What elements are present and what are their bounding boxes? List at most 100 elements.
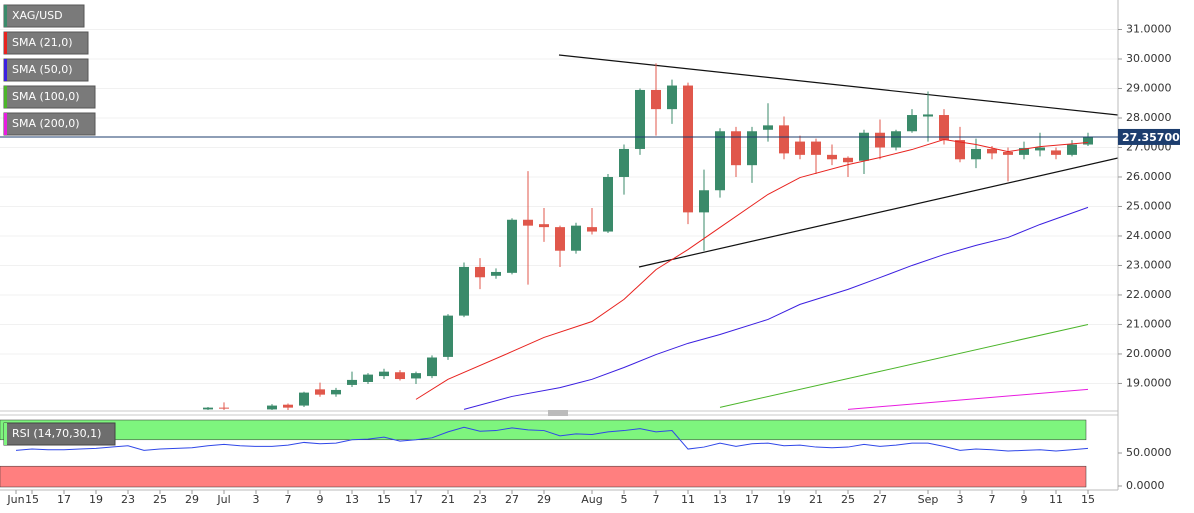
candle-body <box>395 372 405 380</box>
x-tick-label: 17 <box>57 493 71 506</box>
x-tick-label: 25 <box>153 493 167 506</box>
rsi-plot <box>0 419 1089 488</box>
legend-swatch <box>4 113 7 135</box>
legend-swatch <box>4 423 7 445</box>
x-tick-label: 7 <box>989 493 996 506</box>
candle-body <box>219 407 229 409</box>
trend-line-upper <box>558 54 1118 116</box>
overlay: 19.0000 20.0000 21.0000 22.0000 23.0000 24.00… <box>0 4 1180 506</box>
x-tick-label: 13 <box>345 493 359 506</box>
x-tick-label: Jul <box>216 493 230 506</box>
x-tick-label: 29 <box>537 493 551 506</box>
legend-label: SMA (50,0) <box>12 63 73 76</box>
candle-body <box>875 132 885 148</box>
legend-swatch <box>4 86 7 108</box>
candle-body <box>1019 148 1029 155</box>
x-tick-label: 15 <box>1081 493 1095 506</box>
trend-line-lower <box>638 157 1118 268</box>
candle-body <box>1051 150 1061 155</box>
x-tick-label: 15 <box>25 493 39 506</box>
legend-item[interactable]: SMA (200,0) <box>3 112 96 136</box>
candle-body <box>1067 144 1077 155</box>
candle-body <box>1035 147 1045 151</box>
y-tick-label: 31.0000 <box>1126 22 1172 35</box>
candle-body <box>747 131 757 166</box>
candle-body <box>315 389 325 395</box>
candle-body <box>1083 136 1093 145</box>
x-tick-label: 7 <box>653 493 660 506</box>
candle-body <box>363 374 373 382</box>
x-tick-label: 27 <box>873 493 887 506</box>
x-tick-label: 27 <box>505 493 519 506</box>
candle-body <box>267 405 277 410</box>
candle-body <box>827 154 837 160</box>
x-tick-label: 25 <box>841 493 855 506</box>
legend-item[interactable]: SMA (50,0) <box>3 58 89 82</box>
x-tick-label: 5 <box>621 493 628 506</box>
y-tick-label: 24.0000 <box>1126 229 1172 242</box>
legend-label: XAG/USD <box>12 9 63 22</box>
candle-body <box>651 89 661 110</box>
candle-body <box>939 115 949 141</box>
y-tick-label: 20.0000 <box>1126 347 1172 360</box>
x-tick-label: 23 <box>473 493 487 506</box>
x-tick-label: 23 <box>121 493 135 506</box>
candle-body <box>411 373 421 379</box>
candle-body <box>587 227 597 232</box>
candle-body <box>987 148 997 154</box>
y-tick-label: 30.0000 <box>1126 52 1172 65</box>
legend-item[interactable]: XAG/USD <box>3 4 85 28</box>
legend-item[interactable]: SMA (21,0) <box>3 31 89 55</box>
rsi-overbought-band <box>0 419 1087 441</box>
candle-body <box>635 89 645 149</box>
candle-body <box>795 141 805 155</box>
candle-body <box>507 219 517 273</box>
candle-body <box>891 131 901 148</box>
sma-line <box>463 206 1089 410</box>
candle-body <box>699 190 709 213</box>
x-tick-label: Jun <box>6 493 24 506</box>
y-tick-label: 29.0000 <box>1126 81 1172 94</box>
x-tick-label: 29 <box>185 493 199 506</box>
candle-body <box>427 357 437 377</box>
candle-body <box>971 148 981 160</box>
x-tick-label: 21 <box>441 493 455 506</box>
pane-resize-handle[interactable] <box>548 410 568 416</box>
legend-label: RSI (14,70,30,1) <box>12 427 101 440</box>
x-tick-label: 19 <box>89 493 103 506</box>
sma-line <box>847 388 1089 410</box>
candle-body <box>555 227 565 251</box>
candle-body <box>667 85 677 110</box>
rsi-legend[interactable]: RSI (14,70,30,1) <box>3 422 116 446</box>
x-tick-label: Sep <box>918 493 939 506</box>
candle-body <box>811 141 821 155</box>
x-tick-label: 19 <box>777 493 791 506</box>
price-grid <box>0 28 1118 384</box>
sma-line <box>719 323 1089 408</box>
legend-label: SMA (21,0) <box>12 36 73 49</box>
candle-body <box>1003 151 1013 155</box>
x-tick-label: 21 <box>809 493 823 506</box>
candle-body <box>523 219 533 226</box>
candle-body <box>731 131 741 166</box>
legend-item[interactable]: SMA (100,0) <box>3 85 96 109</box>
legend-label: SMA (100,0) <box>12 90 80 103</box>
rsi-oversold-band <box>0 465 1087 488</box>
legend-swatch <box>4 5 7 27</box>
candle-body <box>619 148 629 177</box>
candle-body <box>859 132 869 161</box>
last-price-label: 27.35700 <box>1122 131 1180 144</box>
rsi-tick-label: 50.0000 <box>1126 446 1172 459</box>
candle-body <box>683 85 693 213</box>
x-tick-label: Aug <box>581 493 602 506</box>
candle-body <box>923 114 933 117</box>
legend-swatch <box>4 59 7 81</box>
x-tick-label: 7 <box>285 493 292 506</box>
candle-body <box>539 224 549 228</box>
y-tick-label: 23.0000 <box>1126 258 1172 271</box>
y-tick-label: 19.0000 <box>1126 376 1172 389</box>
candle-body <box>603 176 613 232</box>
y-tick-label: 26.0000 <box>1126 170 1172 183</box>
x-tick-label: 11 <box>1049 493 1063 506</box>
rsi-tick-label: 0.0000 <box>1126 479 1165 492</box>
